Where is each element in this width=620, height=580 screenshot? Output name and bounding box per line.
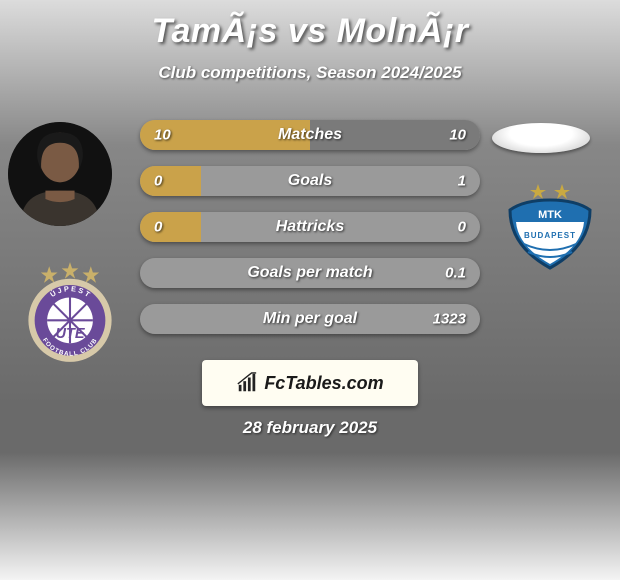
brand-box[interactable]: FcTables.com (202, 360, 418, 406)
stat-row: Matches10 10 (140, 120, 480, 150)
stat-value-left: 10 (154, 127, 171, 144)
stat-label: Goals per match (140, 264, 480, 282)
stat-row: Min per goal1323 (140, 304, 480, 334)
stat-label: Hattricks (140, 218, 480, 236)
page-subtitle: Club competitions, Season 2024/2025 (0, 63, 620, 83)
stat-value-right: 0 (458, 219, 466, 236)
date-text: 28 february 2025 (0, 418, 620, 438)
stat-value-left: 0 (154, 173, 162, 190)
stat-value-right: 1 (458, 173, 466, 190)
stat-label: Matches (140, 126, 480, 144)
bar-chart-icon (236, 372, 258, 394)
brand-text: FcTables.com (264, 373, 383, 394)
stats-container: Matches1010Goals01Hattricks00Goals per m… (0, 120, 620, 350)
stat-label: Goals (140, 172, 480, 190)
stat-row: Goals per match0.1 (140, 258, 480, 288)
stat-row: Hattricks0 0 (140, 212, 480, 242)
stat-value-left: 0 (154, 219, 162, 236)
stat-row: Goals0 1 (140, 166, 480, 196)
stat-value-right: 1323 (433, 311, 466, 328)
stat-value-right: 0.1 (445, 265, 466, 282)
page-title: TamÃ¡s vs MolnÃ¡r (0, 0, 620, 51)
stat-value-right: 10 (449, 127, 466, 144)
stat-label: Min per goal (140, 310, 480, 328)
